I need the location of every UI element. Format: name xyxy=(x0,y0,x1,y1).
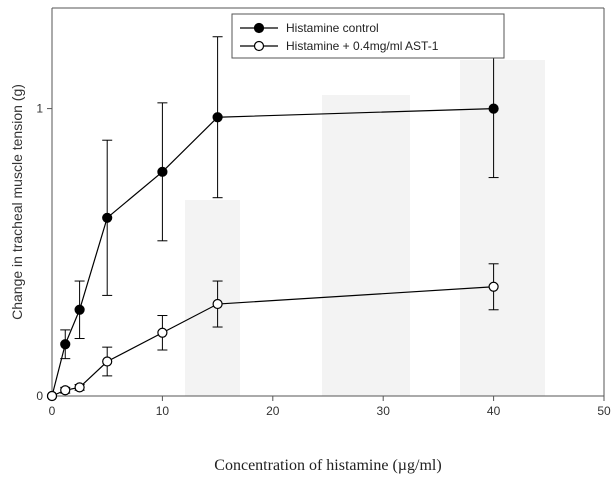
legend-label: Histamine control xyxy=(286,21,379,35)
axes xyxy=(51,7,605,397)
y-ticks: 01 xyxy=(36,102,52,403)
data-point xyxy=(46,390,58,402)
background-shade-0 xyxy=(185,200,240,396)
x-tick-label: 10 xyxy=(156,404,170,418)
data-point xyxy=(212,298,223,310)
background-shading xyxy=(185,60,545,396)
legend-box xyxy=(231,13,505,59)
y-axis-label: Change in tracheal muscle tension (g) xyxy=(9,84,25,320)
data-point xyxy=(212,112,223,123)
legend-marker xyxy=(253,40,265,52)
x-ticks: 0 10 20 30 40 50 xyxy=(49,396,611,418)
series-line xyxy=(51,107,494,397)
legend-label: Histamine + 0.4mg/ml AST-1 xyxy=(286,39,439,53)
x-tick-label: 50 xyxy=(597,404,611,418)
series-group xyxy=(46,36,499,402)
y-tick-label: 1 xyxy=(36,102,43,116)
y-tick-label: 0 xyxy=(36,389,43,403)
data-point xyxy=(102,356,113,367)
legend: Histamine control Histamine + 0.4mg/ml AS… xyxy=(231,13,505,59)
data-point xyxy=(60,339,71,350)
data-point xyxy=(102,212,113,223)
x-tick-label: 30 xyxy=(377,404,391,418)
x-tick-label: 0 xyxy=(49,404,56,418)
background-shade-1 xyxy=(322,95,410,396)
x-axis-label: Concentration of histamine (µg/ml) xyxy=(214,457,441,474)
x-tick-label: 40 xyxy=(487,404,501,418)
x-tick-label: 20 xyxy=(266,404,280,418)
data-point xyxy=(74,304,85,315)
data-point xyxy=(488,281,499,292)
series-0 xyxy=(46,36,499,402)
data-point xyxy=(157,327,168,338)
data-point xyxy=(488,103,499,114)
series-line xyxy=(51,286,494,397)
series-1 xyxy=(46,263,499,402)
legend-marker xyxy=(253,22,265,34)
background-shade-2 xyxy=(460,60,545,396)
data-point xyxy=(157,166,168,177)
data-point xyxy=(74,382,85,393)
data-point xyxy=(60,385,71,396)
